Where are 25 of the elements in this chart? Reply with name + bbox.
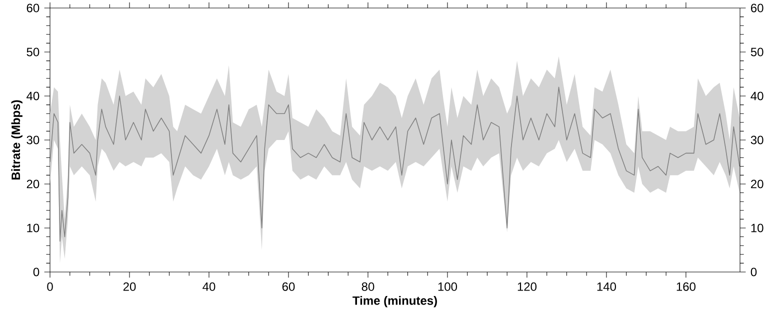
x-tick-label: 80 [362,282,374,291]
y-tick-label: 30 [26,136,40,144]
x-tick-label: 100 [438,282,458,291]
x-tick-label: 40 [202,282,216,291]
x-tick-label: 20 [123,282,136,291]
y-axis-title: Bitrate (Mbps) [11,100,22,180]
x-axis-title: Time (minutes) [352,296,437,308]
y-tick-label: 40 [26,92,40,100]
y2-tick-label: 20 [751,180,764,188]
y-tick-label: 50 [26,48,40,56]
x-tick-label: 60 [282,282,295,291]
y2-tick-label: 60 [751,4,764,12]
y-tick-label: 0 [33,268,40,276]
y-tick-label: 60 [26,4,40,12]
y2-tick-label: 50 [750,48,764,56]
y2-tick-label: 30 [750,136,764,144]
y2-tick-label: 40 [750,92,764,100]
x-tick-label: 0 [47,282,53,291]
y2-tick-label: 0 [750,268,757,276]
x-tick-label: 160 [676,282,696,291]
y-tick-label: 10 [27,224,40,232]
y2-tick-label: 10 [751,224,764,232]
x-tick-label: 140 [597,282,616,291]
x-tick-label: 120 [518,282,537,291]
y-tick-label: 20 [26,180,40,188]
